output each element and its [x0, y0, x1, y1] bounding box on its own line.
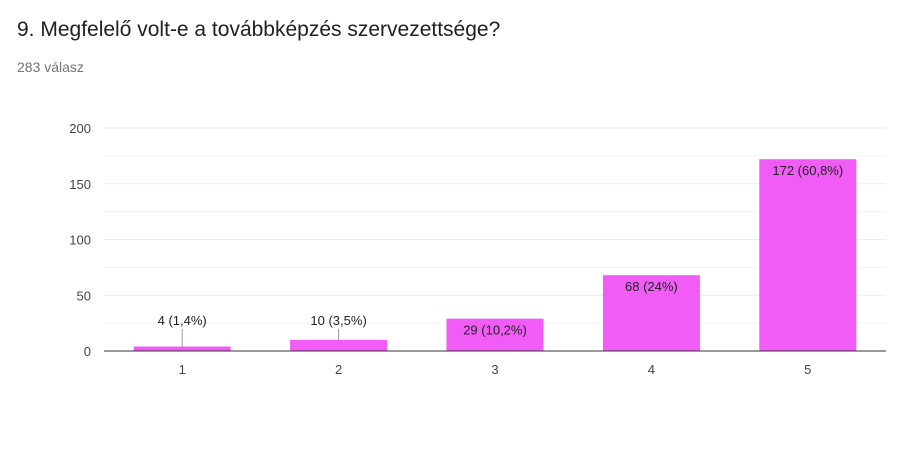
response-count: 283 válasz [17, 59, 84, 75]
x-tick-label: 4 [648, 362, 655, 377]
data-label: 10 (3,5%) [310, 313, 366, 328]
x-tick-label: 3 [491, 362, 498, 377]
data-label: 29 (10,2%) [463, 323, 527, 338]
x-tick-label: 2 [335, 362, 342, 377]
y-tick-label: 0 [84, 344, 91, 359]
bar [759, 159, 857, 351]
y-tick-label: 50 [77, 288, 91, 303]
data-label: 68 (24%) [625, 279, 678, 294]
x-tick-label: 1 [179, 362, 186, 377]
bar [133, 346, 231, 351]
question-title: 9. Megfelelő volt-e a továbbképzés szerv… [17, 18, 501, 41]
data-labels: 4 (1,4%) 10 (3,5%) 29 (10,2%) 68 (24%) 172 (… [158, 163, 843, 347]
bar [290, 339, 388, 351]
y-tick-label: 100 [69, 233, 91, 248]
bars [133, 159, 857, 351]
axes: 0 50 100 150 200 1 2 3 4 5 [69, 121, 886, 377]
bar [602, 275, 700, 351]
bar [446, 318, 544, 351]
y-tick-label: 150 [69, 177, 91, 192]
data-label: 4 (1,4%) [158, 313, 207, 328]
x-tick-label: 5 [804, 362, 811, 377]
data-label: 172 (60,8%) [772, 163, 843, 178]
y-tick-label: 200 [69, 121, 91, 136]
gridlines [104, 127, 886, 324]
